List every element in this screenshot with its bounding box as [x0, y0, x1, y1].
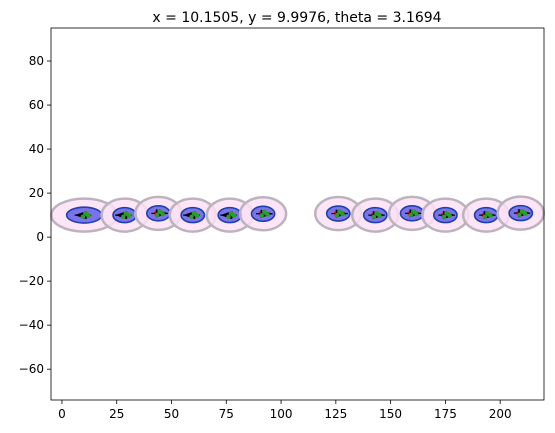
y-tick-label: 40: [29, 142, 44, 156]
particle-dot-green: [121, 214, 126, 219]
axes-frame: [50, 27, 545, 401]
x-tick-label: 25: [109, 407, 124, 421]
particle-dot-green: [482, 214, 488, 219]
particle-dot-green: [410, 209, 416, 214]
particle-dot-green: [126, 213, 132, 218]
particle-dot-green: [340, 212, 345, 217]
particle-dot-green: [157, 209, 162, 214]
particle-dot-green: [337, 209, 342, 214]
particle-dot-green: [265, 212, 270, 217]
particle-dot-green: [261, 209, 267, 214]
robot-marker: [313, 195, 363, 232]
particle-dot-green: [447, 213, 452, 218]
particle-dot-green: [485, 210, 490, 216]
x-tick-label: 125: [324, 407, 347, 421]
particle-dot-green: [194, 213, 200, 218]
y-tick-label: −40: [19, 318, 44, 332]
y-axis-ticks: −60 −40 −20 0 20 40 60 80: [19, 54, 51, 376]
particle-dot-green: [259, 213, 264, 218]
particle-dot-green: [231, 213, 237, 218]
robot-marker: [238, 196, 288, 232]
particle-dot-green: [488, 213, 493, 218]
x-tick-label: 200: [489, 407, 512, 421]
x-tick-label: 50: [164, 407, 179, 421]
particle-dot-green: [441, 214, 447, 219]
particle-dot-green: [160, 211, 165, 217]
x-tick-label: 100: [270, 407, 293, 421]
chart-title: x = 10.1505, y = 9.9976, theta = 3.1694: [152, 10, 441, 26]
particle-dot-green: [154, 212, 160, 218]
x-axis-ticks: 0 25 50 75 100 125 150 175 200: [58, 400, 512, 421]
particle-dot-green: [517, 212, 522, 217]
particle-dot-green: [414, 211, 419, 217]
particle-dot-green: [83, 210, 88, 216]
robot-marker: [351, 197, 400, 233]
particle-dot-green: [191, 210, 197, 216]
particle-dot-green: [86, 213, 91, 218]
robot-marker: [496, 195, 546, 231]
x-tick-label: 0: [58, 407, 66, 421]
particle-dot-green: [519, 208, 525, 214]
particle-dot-green: [334, 212, 340, 218]
plot-marks: [50, 195, 546, 233]
y-tick-label: −20: [19, 274, 44, 288]
x-tick-label: 175: [434, 407, 457, 421]
y-tick-label: 20: [29, 186, 44, 200]
particle-dot-green: [80, 214, 86, 219]
y-tick-label: −60: [19, 362, 44, 376]
particle-dot-green: [226, 214, 231, 219]
robot-marker: [168, 197, 218, 233]
particle-dot-green: [371, 214, 377, 219]
particle-dot-green: [228, 210, 234, 216]
x-tick-label: 75: [219, 407, 234, 421]
particle-dot-green: [374, 210, 379, 216]
y-tick-label: 0: [36, 230, 44, 244]
particle-dot-green: [522, 211, 528, 216]
robot-marker: [100, 197, 149, 233]
particle-dot-green: [444, 210, 449, 216]
particle-dot-green: [189, 214, 194, 219]
y-tick-label: 60: [29, 98, 44, 112]
x-tick-label: 150: [379, 407, 402, 421]
particle-dot-green: [408, 212, 413, 218]
y-tick-label: 80: [29, 54, 44, 68]
robot-marker: [421, 197, 470, 233]
particle-dot-green: [377, 213, 382, 218]
particle-dot-green: [123, 210, 128, 216]
